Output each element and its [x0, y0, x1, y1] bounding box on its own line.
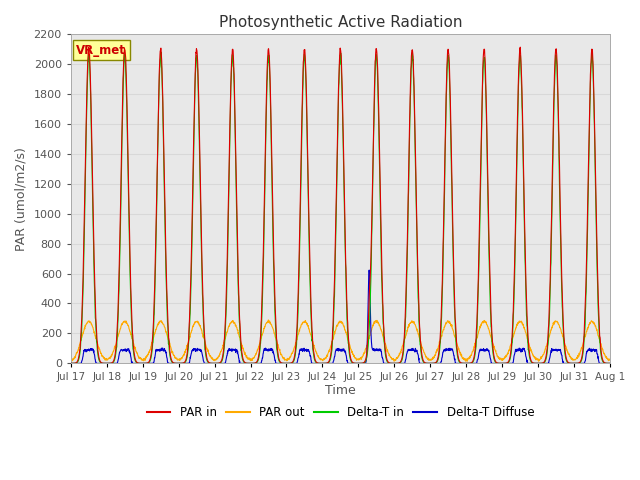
Delta-T in [67, 360, 75, 366]
PAR in [356, 360, 364, 366]
Delta-T Diffuse [606, 360, 614, 366]
Delta-T Diffuse [497, 360, 505, 366]
Delta-T in [218, 359, 225, 365]
Line: PAR out: PAR out [71, 320, 610, 361]
Delta-T in [573, 360, 581, 366]
Delta-T in [497, 360, 505, 366]
PAR in [218, 359, 225, 364]
Delta-T Diffuse [218, 360, 225, 366]
PAR in [559, 297, 566, 302]
PAR out [559, 333, 566, 338]
Text: VR_met: VR_met [76, 44, 126, 57]
Delta-T Diffuse [365, 267, 373, 273]
Line: Delta-T in: Delta-T in [71, 52, 610, 363]
Delta-T Diffuse [356, 360, 364, 366]
Line: PAR in: PAR in [71, 47, 610, 363]
Delta-T in [559, 306, 566, 312]
PAR in [573, 360, 581, 366]
Delta-T Diffuse [67, 360, 75, 366]
Delta-T in [606, 360, 614, 366]
PAR out [67, 359, 75, 364]
Delta-T in [356, 360, 364, 366]
PAR in [606, 360, 614, 366]
Y-axis label: PAR (umol/m2/s): PAR (umol/m2/s) [15, 147, 28, 251]
Delta-T in [368, 233, 376, 239]
PAR in [67, 360, 75, 366]
PAR out [606, 357, 614, 362]
Delta-T Diffuse [573, 360, 581, 366]
PAR out [573, 355, 581, 360]
PAR out [264, 317, 272, 323]
Title: Photosynthetic Active Radiation: Photosynthetic Active Radiation [219, 15, 462, 30]
PAR out [497, 357, 505, 362]
PAR out [356, 357, 364, 362]
PAR out [368, 327, 376, 333]
Legend: PAR in, PAR out, Delta-T in, Delta-T Diffuse: PAR in, PAR out, Delta-T in, Delta-T Dif… [142, 401, 539, 423]
Line: Delta-T Diffuse: Delta-T Diffuse [71, 270, 610, 363]
PAR in [516, 44, 524, 50]
PAR in [367, 233, 375, 239]
Delta-T in [157, 49, 165, 55]
X-axis label: Time: Time [325, 384, 356, 397]
PAR out [218, 348, 225, 354]
Delta-T Diffuse [368, 342, 376, 348]
Delta-T Diffuse [559, 356, 566, 362]
PAR in [497, 360, 504, 366]
